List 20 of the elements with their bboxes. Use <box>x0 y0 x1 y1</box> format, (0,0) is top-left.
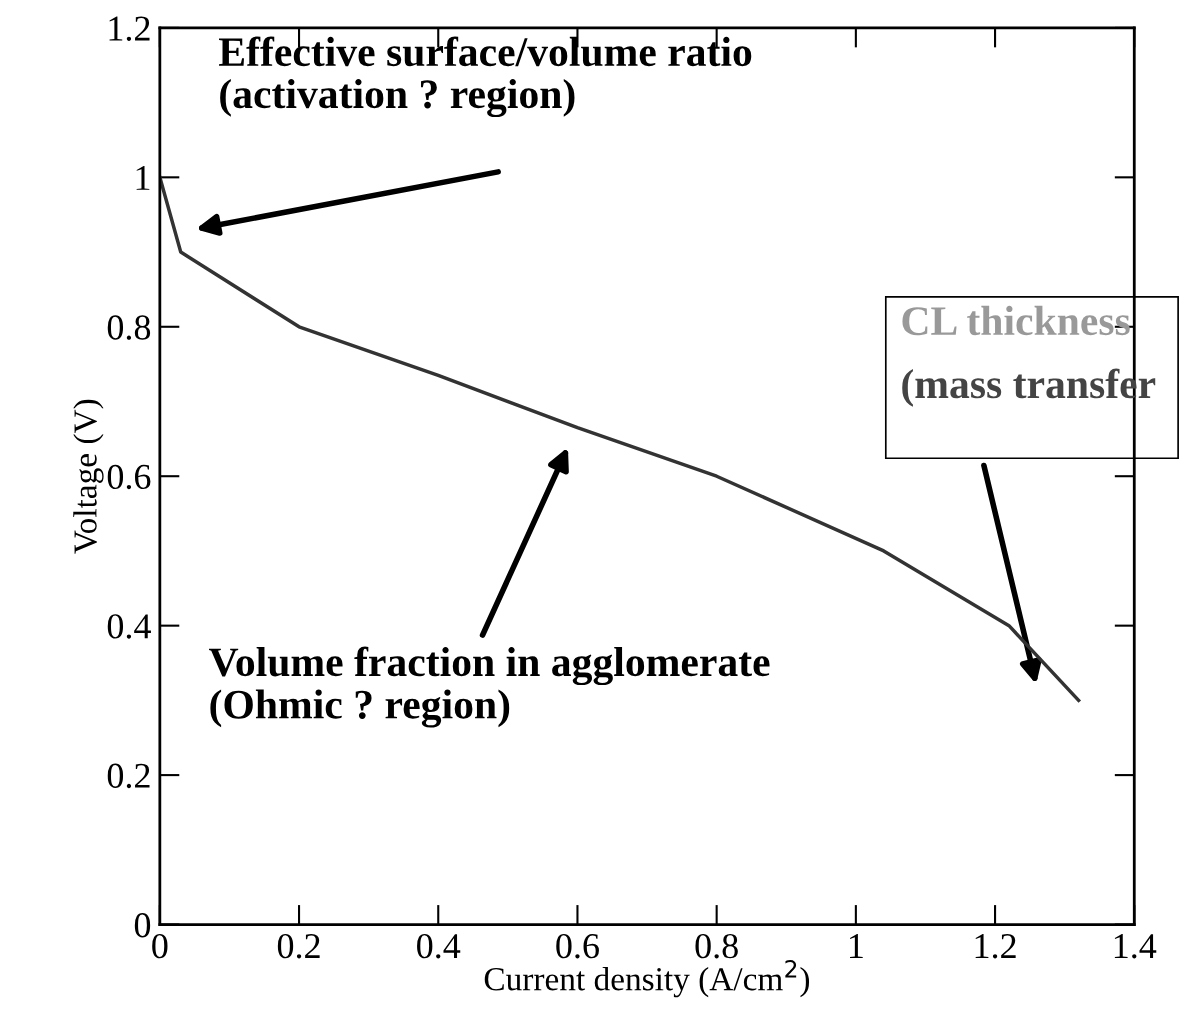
annotation: Effective surface/volume ratio (activation ? region) <box>219 36 752 118</box>
x-tick-label: 0.2 <box>277 933 320 959</box>
annotation: Volume fraction in agglomerate (Ohmic ? region) <box>209 646 770 728</box>
y-tick-label: 0.6 <box>107 464 151 490</box>
y-tick-label: 0.8 <box>107 315 151 340</box>
x-tick-label: 0.6 <box>556 933 599 959</box>
y-tick-label: 1 <box>136 166 150 190</box>
x-tick-label: 0 <box>152 933 168 959</box>
x-tick-label: 1 <box>850 934 863 958</box>
annotation: CL thickness <box>902 305 1130 336</box>
x-tick-label: 1.4 <box>1114 934 1157 959</box>
x-tick-label: 0.8 <box>695 933 738 959</box>
y-tick-label: 0 <box>134 913 151 938</box>
x-axis-title: Current density (A/cm$^{2}$) <box>484 960 810 998</box>
y-tick-label: 1.2 <box>109 16 150 41</box>
y-tick-label: 0.4 <box>107 614 151 639</box>
y-tick-label: 0.2 <box>107 763 150 789</box>
y-axis-title: Voltage (V) <box>73 399 104 554</box>
x-tick-label: 1.2 <box>975 934 1016 959</box>
x-tick-label: 0.4 <box>417 933 461 959</box>
